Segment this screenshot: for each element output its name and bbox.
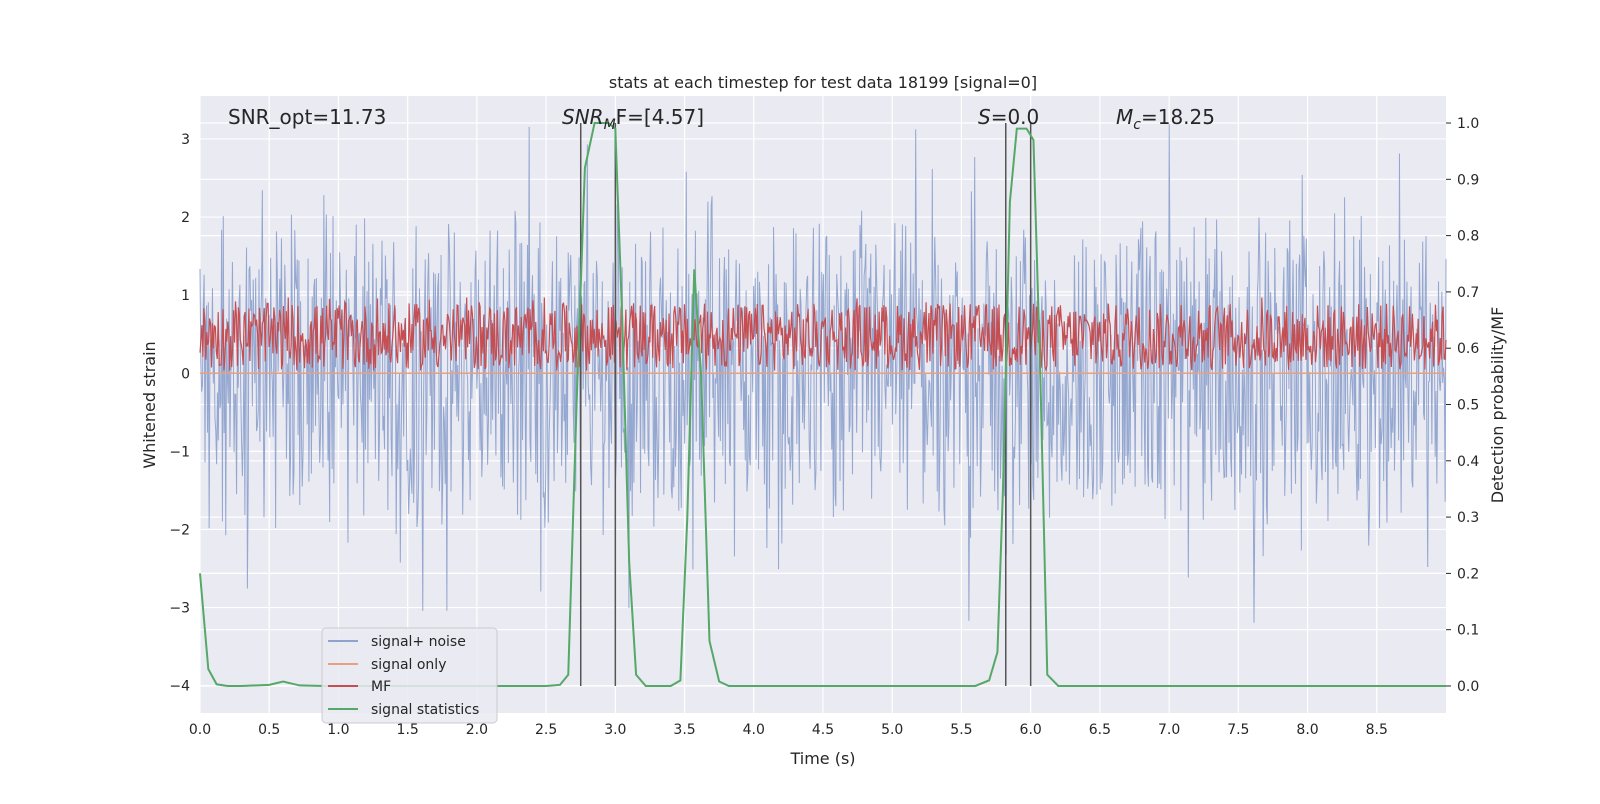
x-tick-label: 6.5 [1089, 722, 1111, 738]
y-tick-label-left: 0 [181, 366, 190, 382]
legend-label-signal-only: signal only [371, 657, 446, 673]
y-axis-label-right: Detection probability/MF [1488, 307, 1507, 504]
y-tick-label-right: 0.2 [1457, 566, 1479, 582]
annotation-snr-mf: SNRMF=[4.57] [562, 105, 704, 133]
x-tick-label: 5.0 [881, 722, 903, 738]
legend: signal+ noise signal only MF signal stat… [321, 627, 498, 724]
x-tick-label: 4.5 [812, 722, 834, 738]
y-tick-label-right: 0.3 [1457, 510, 1479, 526]
y-tick-label-right: 0.6 [1457, 341, 1479, 357]
y-tick-label-left: 3 [181, 132, 190, 148]
x-tick-label: 2.0 [466, 722, 488, 738]
x-tick-label: 3.0 [604, 722, 626, 738]
signal-noise-series [199, 123, 1447, 623]
x-tick-label: 4.0 [743, 722, 765, 738]
x-tick-label: 2.5 [535, 722, 557, 738]
x-tick-label: 5.5 [950, 722, 972, 738]
annotation-snr-mf-rest: F=[4.57] [616, 105, 704, 129]
legend-label-signal-statistics: signal statistics [371, 702, 479, 718]
annotation-s-name: S [978, 105, 991, 129]
annotation-s-rest: =0.0 [991, 105, 1040, 129]
signal-statistics-series [199, 122, 1446, 687]
x-axis-label: Time (s) [789, 749, 855, 768]
y-axis-label-left: Whitened strain [140, 341, 159, 468]
y-tick-label-right: 1.0 [1457, 116, 1479, 132]
y-tick-label-left: −3 [169, 601, 190, 617]
chart-title: stats at each timestep for test data 181… [609, 73, 1037, 92]
tick-labels: 0.0 0.5 1.0 1.5 2.0 2.5 3.0 3.5 4.0 4.5 5.0 5.5 6.0 6… [169, 116, 1479, 738]
legend-label-mf: MF [371, 679, 391, 695]
y-tick-label-left: −4 [169, 679, 190, 695]
signal-statistics-line [199, 122, 1446, 687]
x-tick-label: 1.0 [327, 722, 349, 738]
y-tick-label-left: 1 [181, 288, 190, 304]
y-tick-label-right: 0.0 [1457, 679, 1479, 695]
annotation-mc-sub: c [1133, 117, 1141, 133]
y-tick-label-right: 0.8 [1457, 229, 1479, 245]
y-tick-label-right: 0.9 [1457, 172, 1479, 188]
y-tick-label-left: 2 [181, 210, 190, 226]
mf-series [199, 297, 1447, 372]
y-tick-label-right: 0.1 [1457, 623, 1479, 639]
x-tick-label: 6.0 [1020, 722, 1042, 738]
annotation-snr-mf-sub: M [604, 117, 616, 133]
x-tick-label: 0.0 [189, 722, 211, 738]
x-tick-label: 8.5 [1366, 722, 1388, 738]
annotation-snr-mf-name: SNR [562, 105, 604, 129]
x-tick-label: 8.0 [1296, 722, 1318, 738]
annotation-mc-name: M [1116, 105, 1133, 129]
signal-noise-line [199, 123, 1447, 623]
y-tick-label-right: 0.4 [1457, 454, 1479, 470]
annotation-mc-rest: =18.25 [1141, 105, 1215, 129]
x-tick-label: 7.5 [1227, 722, 1249, 738]
annotation-snr-opt: SNR_opt=11.73 [228, 105, 386, 129]
annotation-mc: Mc=18.25 [1116, 105, 1215, 133]
y-tick-label-right: 0.5 [1457, 398, 1479, 414]
y-tick-label-left: −2 [169, 522, 190, 538]
x-tick-label: 1.5 [397, 722, 419, 738]
legend-label-signal-noise: signal+ noise [371, 634, 466, 650]
x-tick-label: 0.5 [258, 722, 280, 738]
y-tick-label-right: 0.7 [1457, 285, 1479, 301]
x-tick-label: 3.5 [673, 722, 695, 738]
x-tick-label: 7.0 [1158, 722, 1180, 738]
mf-line [199, 297, 1447, 372]
annotation-s: S=0.0 [978, 105, 1039, 129]
legend-box [321, 627, 498, 724]
y-tick-label-left: −1 [169, 444, 190, 460]
